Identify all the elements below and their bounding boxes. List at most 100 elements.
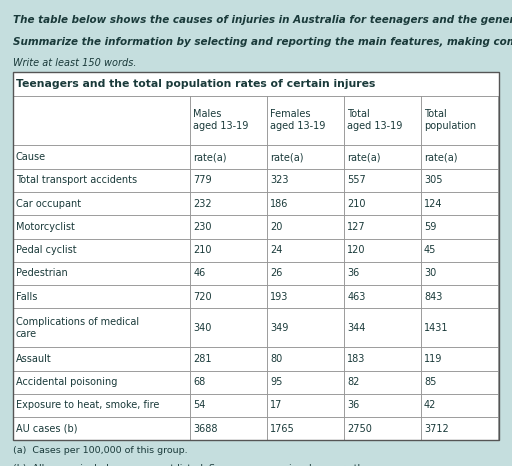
Text: 36: 36 (347, 268, 359, 279)
Bar (190, 285, 267, 308)
Text: Pedestrian: Pedestrian (16, 268, 68, 279)
Bar (13, 394, 190, 417)
Bar (421, 145, 498, 169)
Bar (267, 192, 344, 215)
Text: 26: 26 (270, 268, 283, 279)
Bar (421, 308, 498, 347)
Bar (344, 308, 421, 347)
Bar (13, 239, 190, 262)
Text: 193: 193 (270, 292, 289, 302)
Bar (344, 285, 421, 308)
Text: 843: 843 (424, 292, 442, 302)
Text: rate(a): rate(a) (270, 152, 304, 162)
Text: Assault: Assault (16, 354, 52, 364)
Bar (190, 370, 267, 394)
Bar (13, 192, 190, 215)
Text: Total
aged 13-19: Total aged 13-19 (347, 110, 402, 131)
Text: Females
aged 13-19: Females aged 13-19 (270, 110, 326, 131)
Bar (13, 347, 190, 370)
Bar (190, 239, 267, 262)
Bar (190, 215, 267, 239)
Text: 1765: 1765 (270, 424, 295, 434)
Text: 30: 30 (424, 268, 436, 279)
Bar (344, 347, 421, 370)
Text: 305: 305 (424, 175, 442, 185)
Bar (421, 96, 498, 145)
Text: Summarize the information by selecting and reporting the main features, making c: Summarize the information by selecting a… (13, 37, 512, 47)
Text: 82: 82 (347, 377, 359, 387)
Bar (267, 96, 344, 145)
Text: 127: 127 (347, 222, 366, 232)
Bar (190, 347, 267, 370)
Text: 36: 36 (347, 400, 359, 411)
Bar (190, 192, 267, 215)
Text: 463: 463 (347, 292, 366, 302)
Text: 2750: 2750 (347, 424, 372, 434)
Text: The table below shows the causes of injuries in Australia for teenagers and the : The table below shows the causes of inju… (13, 15, 512, 25)
Bar (421, 239, 498, 262)
Text: Cause: Cause (16, 152, 46, 162)
Bar (344, 145, 421, 169)
Text: Teenagers and the total population rates of certain injures: Teenagers and the total population rates… (16, 79, 375, 89)
Bar (13, 308, 190, 347)
Bar (421, 262, 498, 285)
Text: 340: 340 (194, 323, 212, 333)
Bar (344, 262, 421, 285)
Text: 232: 232 (194, 199, 212, 209)
Text: Write at least 150 words.: Write at least 150 words. (13, 58, 136, 68)
Bar (13, 417, 190, 440)
Text: 85: 85 (424, 377, 436, 387)
Text: (b)  All cases, includes causes not listed. Some cases can involve more than one: (b) All cases, includes causes not liste… (13, 464, 430, 466)
Bar (344, 370, 421, 394)
Text: Exposure to heat, smoke, fire: Exposure to heat, smoke, fire (16, 400, 159, 411)
Text: 557: 557 (347, 175, 366, 185)
Bar (421, 417, 498, 440)
Text: 124: 124 (424, 199, 442, 209)
Bar (190, 169, 267, 192)
Bar (190, 394, 267, 417)
Bar (421, 370, 498, 394)
Bar (344, 215, 421, 239)
Text: 80: 80 (270, 354, 283, 364)
Bar (267, 169, 344, 192)
Bar (13, 145, 190, 169)
Bar (13, 285, 190, 308)
Bar (421, 285, 498, 308)
Bar (421, 347, 498, 370)
Text: 119: 119 (424, 354, 442, 364)
Bar (267, 370, 344, 394)
Text: 349: 349 (270, 323, 289, 333)
Text: Males
aged 13-19: Males aged 13-19 (194, 110, 249, 131)
Text: 20: 20 (270, 222, 283, 232)
Bar (344, 96, 421, 145)
Bar (344, 417, 421, 440)
Text: Car occupant: Car occupant (16, 199, 81, 209)
Bar (267, 145, 344, 169)
Bar (344, 169, 421, 192)
Text: Total transport accidents: Total transport accidents (16, 175, 137, 185)
Bar (267, 262, 344, 285)
Bar (421, 394, 498, 417)
Bar (267, 239, 344, 262)
Text: 186: 186 (270, 199, 289, 209)
Bar (190, 262, 267, 285)
Bar (267, 347, 344, 370)
Text: Accidental poisoning: Accidental poisoning (16, 377, 117, 387)
Bar (344, 192, 421, 215)
Text: 183: 183 (347, 354, 366, 364)
Bar (13, 215, 190, 239)
Text: 3688: 3688 (194, 424, 218, 434)
Text: 17: 17 (270, 400, 283, 411)
Text: 120: 120 (347, 245, 366, 255)
Text: 779: 779 (194, 175, 212, 185)
Bar (13, 169, 190, 192)
Bar (13, 96, 190, 145)
Text: rate(a): rate(a) (424, 152, 457, 162)
Bar (267, 308, 344, 347)
Text: 720: 720 (194, 292, 212, 302)
Text: rate(a): rate(a) (347, 152, 380, 162)
Text: 281: 281 (194, 354, 212, 364)
Bar (13, 370, 190, 394)
Text: 46: 46 (194, 268, 206, 279)
Text: AU cases (b): AU cases (b) (16, 424, 77, 434)
